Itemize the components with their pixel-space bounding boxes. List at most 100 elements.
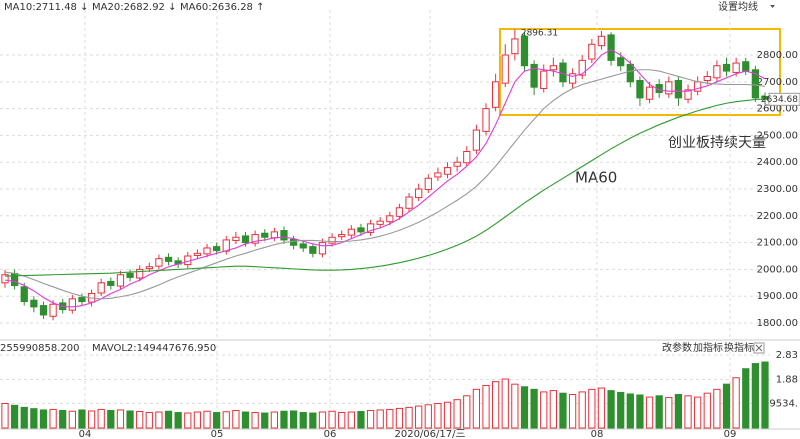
ma60-label: MA60 xyxy=(575,169,617,187)
volume-bar xyxy=(174,412,182,429)
ma-line xyxy=(4,98,766,277)
volume-bar xyxy=(241,411,250,429)
volume-bar xyxy=(501,378,509,429)
candle-body xyxy=(251,234,259,244)
candle-body xyxy=(164,256,173,262)
highlight-box xyxy=(499,28,781,116)
candle-body xyxy=(299,243,307,249)
candle-body xyxy=(136,268,144,279)
volume-bar xyxy=(684,395,692,429)
candle-body xyxy=(232,236,240,241)
volume-bar xyxy=(78,409,86,429)
candle-body xyxy=(155,258,163,267)
volume-bar xyxy=(568,393,577,429)
volume-bar xyxy=(674,393,683,429)
candle-body xyxy=(309,246,317,254)
volume-bar xyxy=(405,406,413,429)
close-button[interactable] xyxy=(753,342,765,354)
candle-body xyxy=(482,108,490,132)
candle-body xyxy=(684,89,692,100)
volume-bar xyxy=(713,388,721,429)
volume-bar xyxy=(164,410,173,429)
candle-body xyxy=(443,167,452,175)
volume-bar xyxy=(520,386,529,429)
ma-legend: MA10:2711.48 ↓ xyxy=(4,2,88,13)
candle-body xyxy=(674,79,683,99)
volume-bar xyxy=(289,410,298,429)
volume-bar xyxy=(549,390,557,429)
dropdown-icon[interactable] xyxy=(770,5,775,8)
volume-bar xyxy=(155,411,163,429)
volume-bar xyxy=(636,394,644,429)
candle-body xyxy=(193,252,202,256)
candle-body xyxy=(78,297,86,303)
candle-body xyxy=(665,81,673,95)
y-tick-label: 2200.00 xyxy=(757,211,798,222)
volume-bar xyxy=(492,381,500,429)
y-tick-label: 1900.00 xyxy=(757,291,798,302)
candle-body xyxy=(30,299,38,308)
volume-bar xyxy=(366,409,375,429)
candle-body xyxy=(347,228,355,236)
candle-body xyxy=(520,35,529,67)
volume-bar xyxy=(261,412,269,429)
candle-body xyxy=(434,172,442,178)
candle-body xyxy=(203,247,211,255)
candle-body xyxy=(318,242,327,255)
volume-bar xyxy=(213,412,221,429)
volume-bar xyxy=(126,410,134,429)
close-icon[interactable] xyxy=(755,344,763,352)
volume-bar xyxy=(10,404,19,429)
volume-bar xyxy=(107,409,115,429)
volume-bar xyxy=(645,396,654,429)
candle-body xyxy=(511,38,519,55)
volume-bar xyxy=(434,403,442,429)
ma-legend: MA60:2636.28 ↑ xyxy=(180,2,264,13)
candle-body xyxy=(472,129,481,151)
x-tick-label: 09 xyxy=(724,429,737,439)
candle-body xyxy=(1,274,9,284)
button[interactable]: 改参数 xyxy=(662,341,692,354)
volume-bar xyxy=(463,395,471,429)
candle-body xyxy=(617,57,625,67)
candle-body xyxy=(289,238,298,246)
y-tick-label: 2600.00 xyxy=(757,104,798,115)
volume-bar xyxy=(1,403,9,429)
volume-bar xyxy=(270,411,278,429)
button[interactable]: 换指标 xyxy=(724,341,754,354)
candle-body xyxy=(424,177,432,191)
volume-bar xyxy=(116,409,125,429)
candle-body xyxy=(145,266,153,270)
volume-bar xyxy=(386,408,394,429)
volume-bar xyxy=(588,388,596,429)
candle-body xyxy=(568,73,577,84)
button[interactable]: 加指标 xyxy=(693,341,723,354)
y-tick-label: 1.88 xyxy=(776,375,798,386)
candle-body xyxy=(357,227,365,233)
annotation: 创业板持续天量 xyxy=(668,134,766,151)
last-price-box xyxy=(768,92,800,106)
volume-bar xyxy=(415,405,423,429)
y-tick-label: 1800.00 xyxy=(757,318,798,329)
candle-body xyxy=(742,61,750,72)
candle-body xyxy=(241,235,250,244)
y-tick-label: 2.83 xyxy=(776,350,798,361)
volume-bar xyxy=(280,410,288,429)
candle-body xyxy=(213,246,221,252)
volume-bar xyxy=(665,397,673,429)
y-tick-label: 2300.00 xyxy=(757,184,798,195)
volume-bar xyxy=(145,412,153,429)
candle-body xyxy=(39,305,48,316)
ma-legend: MA20:2682.92 ↓ xyxy=(92,2,176,13)
volume-bar xyxy=(540,391,548,429)
y-tick-label: 2800.00 xyxy=(757,50,798,61)
x-tick-label: 04 xyxy=(79,429,92,439)
candle-body xyxy=(20,286,28,303)
settings-button[interactable]: 设置均线 xyxy=(718,0,758,13)
ma-line xyxy=(4,49,766,308)
candle-body xyxy=(607,34,615,61)
candle-body xyxy=(270,231,278,239)
volume-bar xyxy=(617,391,625,429)
last-price-label: 2634.68 xyxy=(761,95,798,105)
